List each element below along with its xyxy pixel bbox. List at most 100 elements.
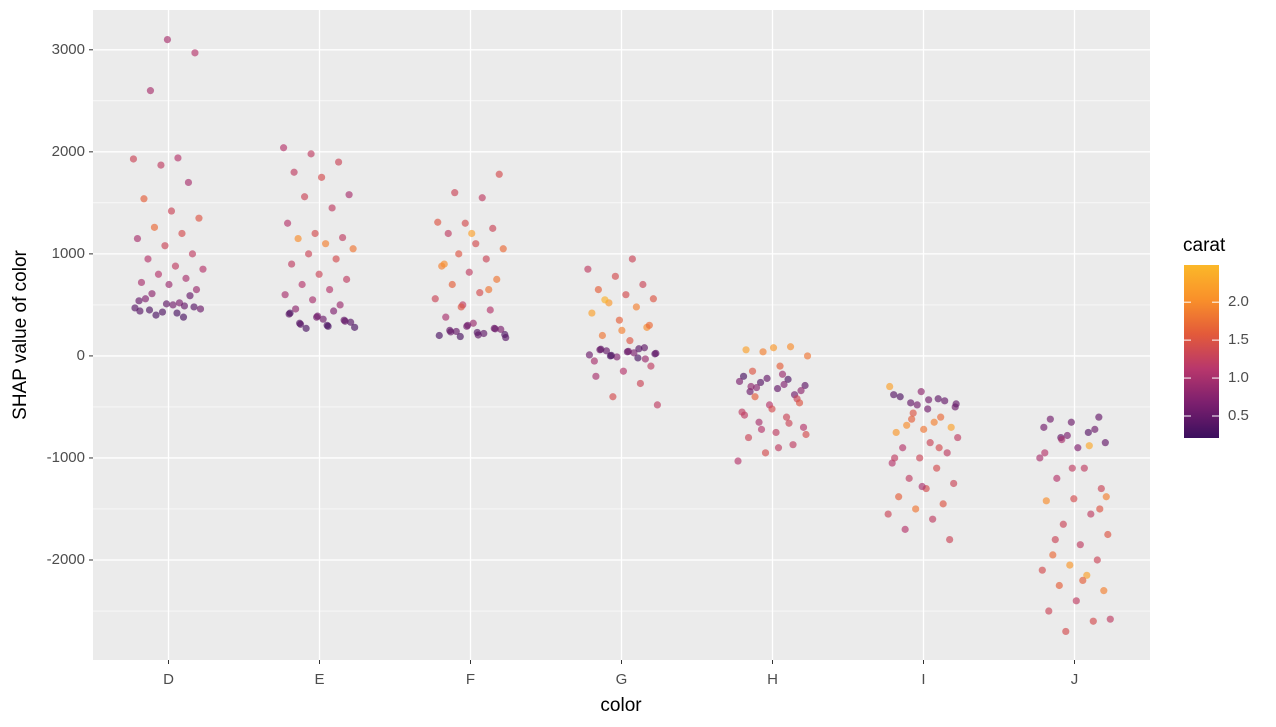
point [154, 270, 163, 278]
point [776, 362, 784, 370]
point [649, 295, 657, 303]
point [1041, 449, 1049, 457]
point [891, 454, 899, 462]
point [491, 325, 499, 333]
point [145, 306, 154, 314]
point [757, 425, 766, 433]
point [489, 224, 497, 232]
point [171, 262, 180, 270]
point [903, 421, 911, 429]
point [751, 393, 759, 401]
point [611, 272, 619, 280]
point [636, 379, 644, 388]
point [158, 308, 167, 316]
point [772, 428, 780, 437]
point [167, 207, 176, 215]
point [464, 321, 472, 329]
point [946, 535, 954, 544]
point [744, 433, 753, 442]
point [179, 313, 188, 321]
point [296, 320, 305, 328]
colorbar-label: 0.5 [1228, 407, 1249, 424]
point [892, 428, 900, 437]
point [1072, 597, 1080, 605]
point [937, 413, 945, 421]
point [1040, 423, 1048, 431]
point [594, 285, 602, 294]
point [480, 329, 488, 338]
point [298, 280, 306, 289]
point [913, 401, 921, 409]
point [191, 49, 199, 57]
x-tick-label: I [921, 671, 925, 688]
colorbar [1184, 265, 1219, 438]
point [165, 280, 173, 289]
point [1042, 497, 1050, 505]
point [653, 401, 661, 409]
point [740, 411, 749, 419]
point [1083, 571, 1091, 579]
point [339, 233, 347, 242]
point [319, 315, 327, 323]
point [137, 278, 146, 287]
point [939, 500, 947, 508]
point [930, 418, 938, 426]
y-axis-title: SHAP value of color [10, 249, 31, 419]
point [941, 397, 949, 405]
point [184, 178, 193, 187]
point [469, 319, 477, 327]
point [135, 297, 143, 305]
y-tick-label: -2000 [47, 551, 85, 568]
point [896, 393, 904, 401]
point [795, 399, 804, 407]
point [886, 382, 894, 391]
point [907, 399, 915, 407]
point [641, 355, 649, 363]
point [455, 250, 463, 258]
point [324, 322, 332, 330]
point [1046, 415, 1054, 423]
point [452, 327, 460, 336]
point [598, 331, 606, 340]
point [347, 318, 355, 326]
point [1080, 464, 1088, 472]
point [169, 301, 177, 309]
point [485, 285, 493, 294]
point [609, 393, 617, 401]
point [782, 413, 791, 421]
point [759, 348, 767, 356]
point [290, 168, 298, 176]
point [601, 296, 609, 304]
point [461, 219, 469, 227]
point [768, 405, 776, 413]
point [916, 454, 924, 462]
point [619, 367, 628, 375]
point [774, 444, 783, 452]
point [890, 391, 898, 399]
point [486, 306, 494, 314]
point [1059, 520, 1067, 528]
point [146, 87, 155, 95]
point [901, 525, 909, 533]
point [497, 325, 505, 333]
point [141, 295, 150, 303]
point [465, 268, 473, 276]
point [1045, 607, 1053, 615]
point [592, 372, 600, 380]
point [476, 289, 484, 297]
point [309, 296, 317, 304]
point [178, 229, 186, 238]
point [343, 275, 351, 283]
point [1067, 418, 1075, 426]
point [499, 245, 507, 253]
point [918, 482, 926, 491]
point [1058, 435, 1066, 444]
point [300, 193, 309, 201]
point [180, 302, 189, 310]
point [952, 400, 960, 408]
point [136, 307, 144, 315]
point [448, 280, 456, 289]
point [950, 479, 958, 488]
point [590, 357, 598, 365]
point [161, 242, 169, 250]
